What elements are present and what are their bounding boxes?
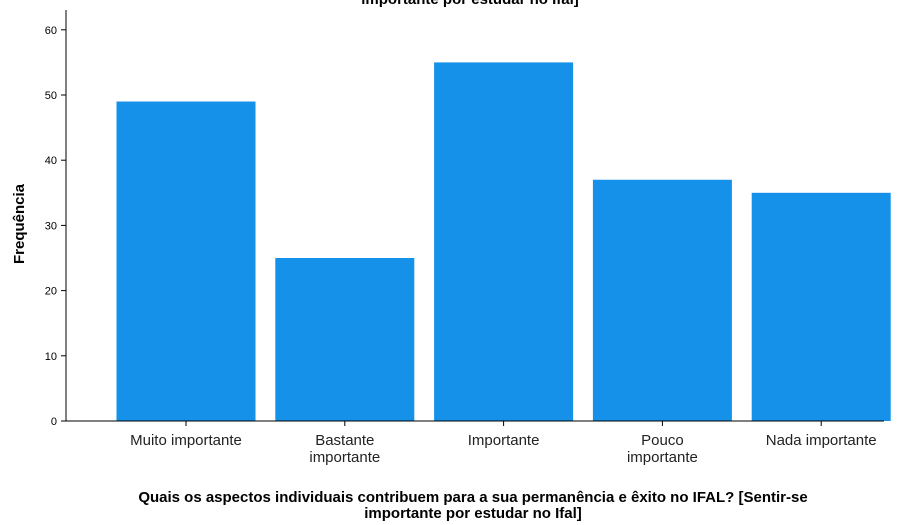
x-tick-label-2: Bastante importante [309,432,380,466]
x-axis-title-line-1: Quais os aspectos individuais contribuem… [138,489,807,506]
x-axis-title-line-2: importante por estudar no Ifal] [364,505,582,522]
x-tick-label-5: Nada importante [766,432,877,449]
y-tick-label-0: 0 [51,416,57,428]
y-axis: 0 10 20 30 40 50 60 [45,10,67,428]
x-tick-label-3: Importante [468,432,540,449]
y-tick-label-30: 30 [45,220,57,232]
y-tick-label-40: 40 [45,155,57,167]
y-tick-label-60: 60 [45,25,57,37]
x-axis-title: Quais os aspectos individuais contribuem… [138,489,807,522]
bar-2 [275,258,415,421]
bars [116,62,891,422]
y-tick-label-20: 20 [45,286,57,298]
y-tick-label-50: 50 [45,90,57,102]
bar-4 [592,179,732,421]
x-axis: Muito importante Bastante importante Import… [66,420,884,466]
chart-title-clipped: importante por estudar no Ifal] [361,0,579,8]
x-tick-label-1: Muito importante [130,432,242,449]
bar-5 [751,192,891,421]
x-tick-label-4: Pouco importante [627,432,698,466]
y-tick-label-10: 10 [45,351,57,363]
bar-3 [434,62,574,422]
y-axis-title: Frequência [11,183,28,264]
bar-1 [116,101,256,422]
